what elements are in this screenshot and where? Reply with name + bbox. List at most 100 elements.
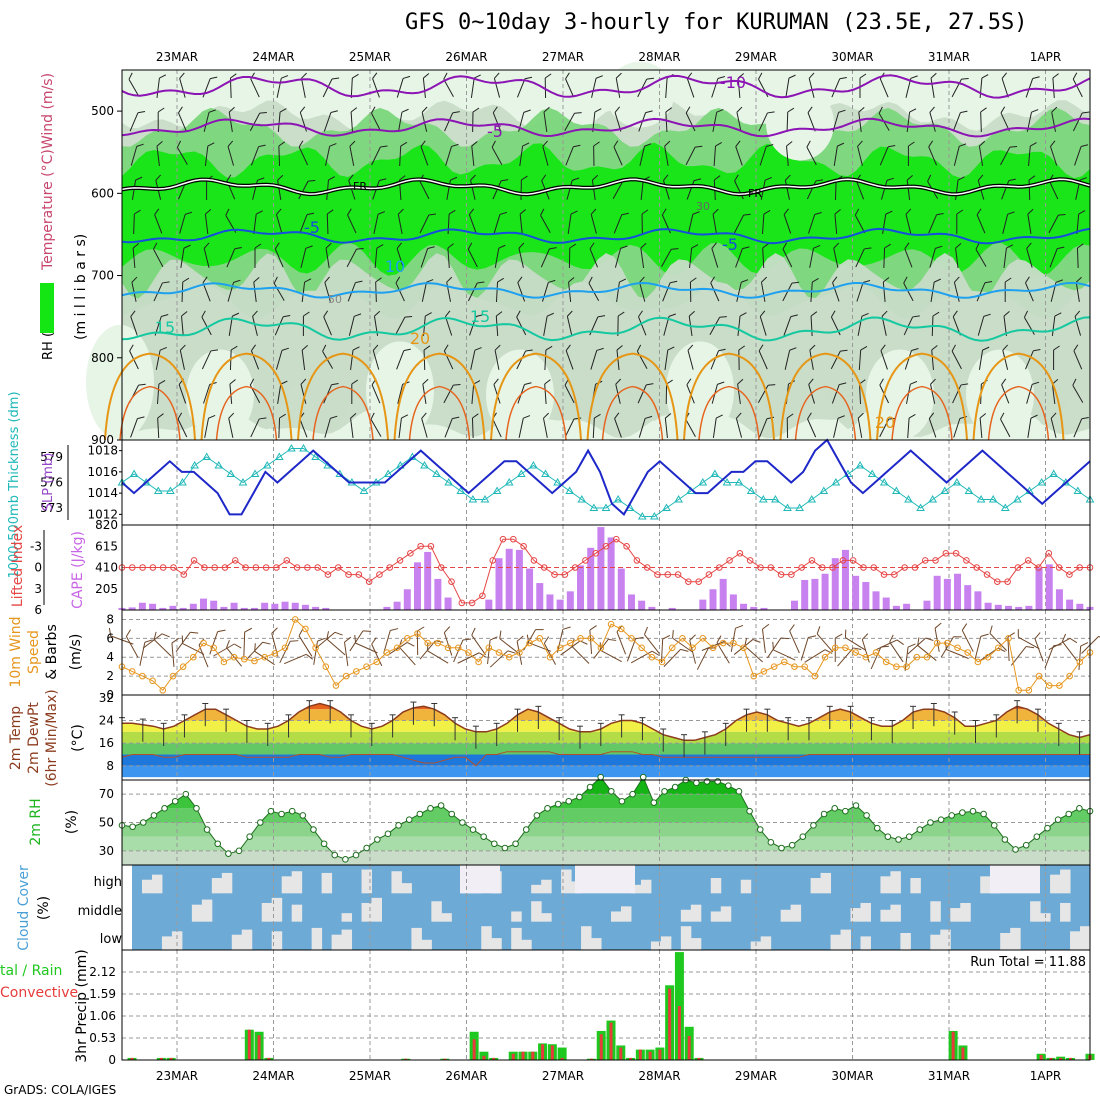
wind10-barb — [298, 628, 313, 657]
thickness-line-point — [480, 495, 490, 503]
wind-speed-line-point — [240, 655, 248, 663]
cape-tick-label: 615 — [95, 539, 118, 553]
wind-barb — [638, 415, 653, 438]
wind-barb — [130, 143, 144, 166]
thickness-line-point — [311, 452, 320, 460]
wind-barb — [201, 310, 212, 336]
wind-speed-line-point — [1045, 682, 1053, 689]
wind-barb — [322, 77, 340, 98]
lifted-axis-label-text: Lifted Index — [10, 525, 26, 607]
wind-barb — [275, 347, 289, 370]
wind-barb — [830, 349, 848, 370]
rh2m-line-point — [427, 805, 434, 812]
wind-barb — [953, 143, 967, 166]
wind-barb — [590, 347, 604, 370]
wind-barb — [301, 344, 308, 370]
rh2m-line-point — [544, 805, 551, 812]
wind-tick-label: 2 — [106, 669, 114, 683]
wind10-barb — [213, 643, 242, 657]
wind-barb — [299, 212, 315, 234]
precip-conv-bar — [697, 1057, 701, 1060]
thickness-line-point — [468, 495, 478, 503]
cloud-cell — [221, 872, 233, 894]
wind-barb — [491, 140, 503, 165]
wind-barb — [907, 414, 916, 439]
temp-tick-label: 24 — [99, 714, 114, 728]
rh2m-line-point — [969, 807, 977, 815]
upper-left-label-3: (m i l l i b a r s) — [73, 234, 89, 340]
wind-speed-line-point — [679, 635, 686, 642]
cape-bar — [984, 602, 992, 610]
thickness-line-point — [783, 503, 792, 511]
lifted-index-line-point — [994, 578, 1001, 585]
wind-speed-line-point — [1066, 672, 1073, 680]
wind-barb — [616, 278, 627, 302]
wind-barb — [544, 345, 553, 371]
lifted-index-line-point — [777, 571, 785, 578]
wind10-barb — [386, 642, 415, 656]
cloud-cell — [441, 913, 452, 922]
wind-barb — [326, 209, 334, 235]
wind-barb — [278, 141, 285, 167]
wind-barb — [782, 281, 800, 302]
precip-conv-bar — [492, 1057, 496, 1060]
wind-barb — [445, 143, 459, 166]
wind-barb — [782, 242, 793, 268]
cape-bar — [210, 600, 218, 610]
wind-barb — [543, 312, 554, 336]
wind-speed-line-point — [984, 653, 992, 661]
wind-barb — [785, 74, 796, 98]
wind10-barb — [744, 637, 763, 663]
lifted-index-line-point — [685, 578, 692, 585]
wind-barb — [930, 378, 936, 404]
cape-bar — [301, 604, 309, 610]
wind-barb — [904, 242, 913, 268]
cloud-cell — [421, 939, 432, 950]
wind-barb — [1003, 244, 1014, 268]
wind10-barb — [875, 639, 904, 651]
wind-barb — [396, 75, 411, 98]
wind10-barb — [198, 638, 209, 668]
wind-barb — [420, 140, 429, 166]
wind-barb — [1002, 211, 1015, 234]
wind-barb — [1076, 210, 1086, 235]
wind10-barb — [644, 626, 660, 654]
wind-barb — [762, 210, 771, 235]
rh2m-line-point — [395, 822, 402, 829]
wind-barb — [325, 242, 332, 268]
wind-barb — [277, 174, 284, 200]
rh2m-line-point — [842, 807, 849, 815]
cape-bar — [240, 607, 248, 610]
wind-barb — [254, 243, 262, 268]
date-label-bottom: 28MAR — [638, 1069, 680, 1083]
upper-left-label-2: Temperature (°C)Wind (m/s) — [40, 73, 56, 271]
cape-bar — [1025, 605, 1033, 610]
wind-barb — [738, 345, 746, 371]
wind-barb — [786, 107, 795, 133]
precip-conv-bar — [619, 1047, 623, 1060]
wind-barb — [301, 72, 307, 98]
wind-barb — [1025, 348, 1041, 370]
thickness-line — [121, 448, 1091, 517]
rh2m-line-point — [225, 850, 232, 857]
wind-barb — [639, 276, 646, 302]
lifted-index-line-point — [417, 542, 424, 550]
lifted-index-line-point — [891, 571, 898, 578]
wind-speed-line-point — [169, 672, 177, 680]
cloud-cell — [231, 934, 243, 950]
cloud-cell — [261, 902, 273, 922]
wind-barb — [421, 279, 434, 302]
wind-barb — [1050, 140, 1058, 166]
cape-bar — [943, 578, 951, 610]
rh2m-line-point — [650, 799, 658, 806]
wind-barb — [975, 242, 987, 267]
cape-bar — [536, 583, 544, 610]
wind-barb — [395, 276, 405, 302]
cloud-high-patch — [575, 865, 635, 894]
wind-barb — [931, 345, 938, 371]
lifted-index-line-point — [901, 564, 908, 571]
wind-barb — [567, 210, 578, 234]
cloud-cell — [341, 913, 353, 922]
cape-bar — [831, 558, 839, 610]
